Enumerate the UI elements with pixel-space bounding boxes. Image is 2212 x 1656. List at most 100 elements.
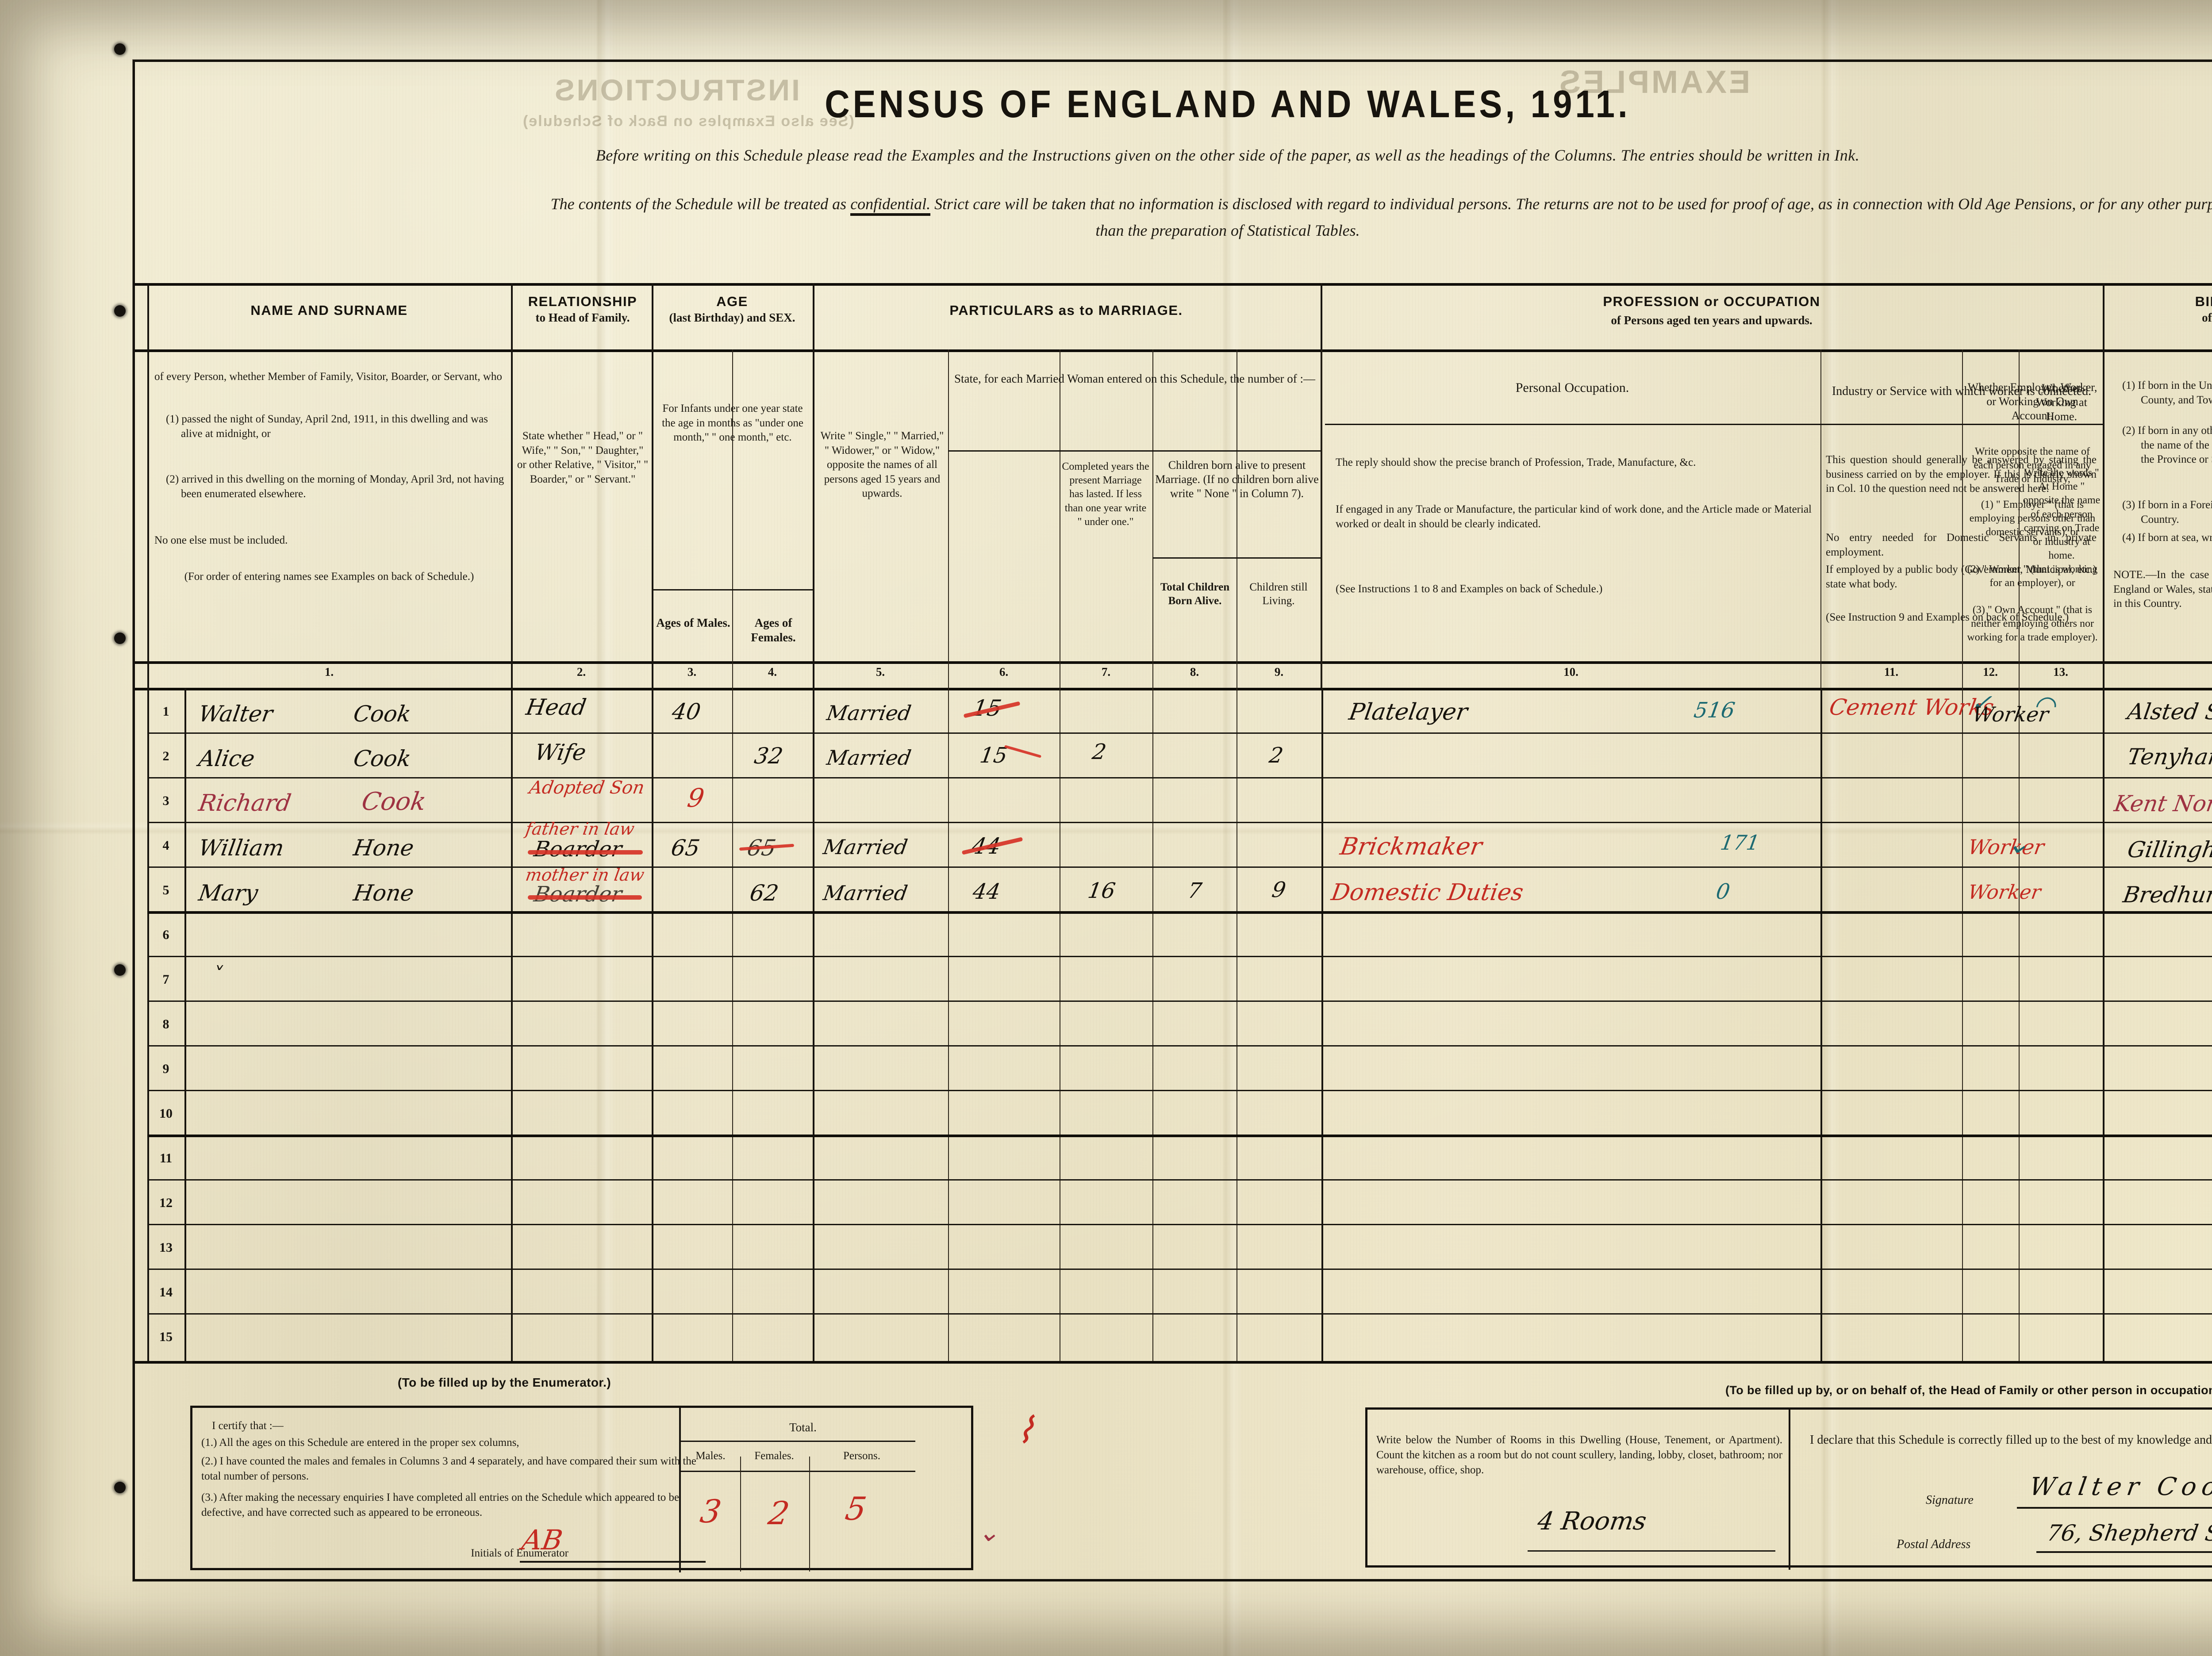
cell-condition: Married	[825, 746, 913, 770]
col-sep	[813, 283, 814, 688]
column-heading-age-sub: (last Birthday) and SEX.	[669, 311, 795, 324]
col-sep-employer	[1962, 349, 1963, 688]
col-sep-ages	[732, 349, 733, 688]
grid-vline	[1321, 688, 1323, 1362]
address-rule	[2036, 1551, 2212, 1553]
confidential-word: confidential.	[850, 195, 931, 216]
table-row-number: 4	[162, 838, 169, 853]
cell-relationship: Wife	[533, 740, 588, 765]
subheading-personal-occupation: Personal Occupation.	[1515, 380, 1629, 395]
table-rule	[135, 283, 2212, 286]
grid-vline	[652, 688, 653, 1362]
instruction-employer-3: (3) " Own Account " (that is neither emp…	[1967, 604, 2098, 644]
col-sep-industry	[1820, 349, 1821, 688]
subheading-whether-at-home: Whether Working at Home.	[2036, 382, 2087, 423]
instruction-relationship: State whether " Head," or " Wife," " Son…	[517, 430, 649, 485]
cell-children-living: 7	[1186, 878, 1204, 903]
col-sep-9	[1321, 349, 1322, 688]
instruction-name-3: No one else must be included.	[154, 534, 288, 546]
instruction-name-4: (For order of entering names see Example…	[184, 571, 474, 583]
instruction-employer-2: (2) " Worker " (that is working for an e…	[1967, 564, 2098, 589]
grid-vline	[732, 688, 733, 1362]
grid-vline	[813, 688, 814, 1362]
instruction-name-lead: of every Person, whether Member of Famil…	[154, 371, 502, 383]
cell-children-born: 16	[1086, 878, 1117, 903]
rooms-instruction: Write below the Number of Rooms in this …	[1376, 1434, 1782, 1476]
subheading-ages-females: Ages of Females.	[751, 616, 796, 644]
grid-hline	[147, 956, 2212, 957]
enumerator-panel-heading: (To be filled up by the Enumerator.)	[397, 1376, 611, 1389]
cell-relationship: Head	[524, 694, 588, 720]
subheading-total-born-alive: Total Children Born Alive.	[1160, 581, 1230, 607]
instruction-birthplace-3: (3) If born in a Foreign Country, write …	[2122, 499, 2212, 525]
cell-occupation: Platelayer	[1347, 699, 1470, 725]
grid-hline-group	[147, 1135, 2212, 1137]
grid-hline	[147, 1179, 2212, 1181]
cell-surname: Cook	[352, 746, 413, 771]
subheading-children-born-alive: Children born alive to present Marriage.…	[1155, 459, 1319, 500]
table-rule	[135, 349, 2212, 352]
confidentiality-post: Strict care will be taken that no inform…	[930, 195, 2212, 213]
totals-rule	[681, 1471, 915, 1472]
table-row-number: 3	[162, 794, 169, 808]
cell-condition: Married	[822, 835, 910, 859]
col-sep-13	[2019, 349, 2020, 688]
column-heading-profession: PROFESSION or OCCUPATION	[1603, 294, 1820, 309]
table-rule-colnum-bottom	[135, 688, 2212, 690]
cell-employer: Worker	[1966, 881, 2043, 904]
document-header: CENSUS OF ENGLAND AND WALES, 1911. Befor…	[133, 64, 2212, 285]
document-border-frame	[132, 59, 2212, 1582]
table-row-number: 15	[159, 1330, 173, 1344]
grid-hline	[147, 1224, 2212, 1225]
subheading-married-woman: State, for each Married Woman entered on…	[954, 372, 1316, 385]
table-row-number: 9	[162, 1062, 169, 1076]
grid-hline	[147, 1090, 2212, 1091]
table-row-number: 13	[159, 1240, 173, 1255]
table-row-number: 11	[159, 1151, 173, 1165]
cell-surname: Hone	[352, 880, 416, 906]
grid-vline	[147, 688, 149, 1362]
grid-vline	[1820, 688, 1822, 1362]
grid-vline	[2103, 688, 2104, 1362]
grid-hline	[147, 1045, 2212, 1046]
cell-birthplace: Bredhurst Kent	[2121, 882, 2212, 908]
declaration-text: I declare that this Schedule is correctl…	[1810, 1433, 2212, 1447]
column-heading-profession-sub: of Persons aged ten years and upwards.	[1611, 314, 1813, 327]
page-title: CENSUS OF ENGLAND AND WALES, 1911.	[825, 82, 1631, 126]
grid-hline	[147, 1269, 2212, 1270]
ages-split-rule	[652, 589, 813, 590]
cell-years-married: 44	[971, 879, 1002, 904]
cell-relationship-correction: father in law	[524, 819, 636, 839]
rooms-divider	[1789, 1410, 1790, 1570]
instruction-employer-lead: Write opposite the name of each person e…	[1974, 446, 2091, 485]
punch-hole	[114, 964, 126, 976]
grid-hline-group	[147, 911, 2212, 914]
instruction-industry-2: No entry needed for Domestic Servants in…	[1826, 532, 2097, 558]
cell-surname: Cook	[352, 701, 413, 727]
cell-forename: William	[197, 835, 286, 861]
col-sep	[652, 283, 653, 688]
table-row-number: 5	[162, 883, 169, 897]
instruction-line: Before writing on this Schedule please r…	[595, 146, 1860, 164]
certify-2: (2.) I have counted the males and female…	[201, 1455, 696, 1482]
subheading-completed-years: Completed years the present Marriage has…	[1062, 461, 1149, 528]
cell-at-home-mark: ◠	[2033, 690, 2060, 720]
totals-vline	[740, 1457, 741, 1572]
cell-children-born: 2	[1091, 740, 1108, 764]
cell-occupation: Domestic Duties	[1329, 879, 1525, 906]
totals-col-females: Females.	[754, 1450, 794, 1462]
grid-vline-rownum	[184, 688, 186, 1362]
rooms-rule	[1528, 1550, 1775, 1552]
subheading-still-living: Children still Living.	[1249, 581, 1308, 607]
instruction-at-home: Write the words " At Home " opposite the…	[2023, 467, 2101, 562]
red-tick-mark	[1004, 745, 1042, 758]
table-row-number: 1	[162, 704, 169, 719]
cell-condition: Married	[825, 701, 913, 725]
instruction-employer-1: (1) " Employer " (that is employing pers…	[1969, 499, 2096, 538]
instruction-condition: Write " Single," " Married," " Widower,"…	[820, 430, 944, 499]
grid-vline	[948, 688, 949, 1362]
enumerator-initials-value: AB	[520, 1524, 565, 1556]
totals-col-persons: Persons.	[843, 1450, 881, 1462]
initials-label: Initials of Enumerator	[471, 1547, 568, 1559]
